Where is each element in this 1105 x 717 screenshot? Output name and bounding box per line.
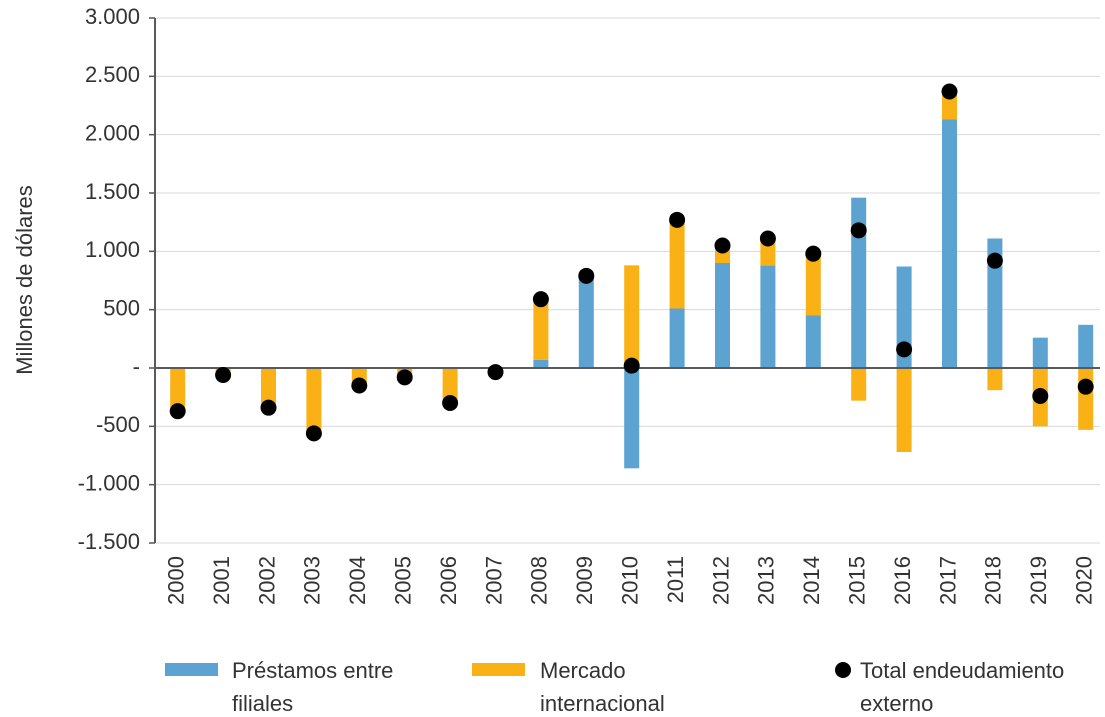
point xyxy=(623,357,640,374)
point xyxy=(1077,378,1094,395)
point xyxy=(532,291,549,308)
x-tick-label: 2003 xyxy=(300,556,325,605)
y-tick-label: - xyxy=(133,354,140,379)
point xyxy=(396,369,413,386)
x-tick-label: 2008 xyxy=(527,556,552,605)
y-tick-label: -500 xyxy=(96,412,140,437)
point xyxy=(578,267,595,284)
point xyxy=(941,83,958,100)
bar-segment xyxy=(760,265,776,368)
x-tick-label: 2006 xyxy=(436,556,461,605)
y-tick-label: -1.000 xyxy=(78,470,140,495)
legend-label: Total endeudamiento externo xyxy=(860,658,1065,716)
point xyxy=(260,399,277,416)
point xyxy=(442,395,459,411)
bar-segment xyxy=(805,315,821,368)
bar-segment xyxy=(987,238,1003,368)
point xyxy=(351,377,368,394)
bar-segment xyxy=(1032,337,1048,368)
x-tick-label: 2001 xyxy=(209,556,234,605)
bar-segment xyxy=(1078,368,1094,430)
x-tick-label: 2002 xyxy=(254,556,279,605)
legend-marker xyxy=(835,662,851,678)
bar-segment xyxy=(533,359,549,368)
y-tick-label: 2.000 xyxy=(85,120,140,145)
y-axis-title: Millones de dólares xyxy=(12,185,37,375)
bar-segment xyxy=(533,299,549,360)
bar-segment xyxy=(170,368,186,412)
point xyxy=(669,211,686,228)
bar-segment xyxy=(669,219,685,309)
point xyxy=(169,403,186,420)
y-tick-label: 1.000 xyxy=(85,237,140,262)
point xyxy=(986,252,1003,269)
bar-segment xyxy=(805,253,821,316)
bar-segment xyxy=(851,368,867,401)
x-tick-label: 2013 xyxy=(754,556,779,605)
x-tick-label: 2007 xyxy=(481,556,506,605)
y-tick-label: 1.500 xyxy=(85,179,140,204)
x-tick-label: 2019 xyxy=(1026,556,1051,605)
x-tick-label: 2005 xyxy=(391,556,416,605)
bar-segment xyxy=(306,368,322,434)
x-tick-label: 2020 xyxy=(1072,556,1097,605)
y-tick-label: 500 xyxy=(103,295,140,320)
bar-segment xyxy=(896,368,912,452)
bar-segment xyxy=(261,368,276,408)
legend-marker xyxy=(472,663,525,676)
legend-label: Mercado internacional xyxy=(540,658,665,716)
y-tick-label: -1.500 xyxy=(78,529,140,554)
y-tick-label: 3.000 xyxy=(85,4,140,29)
bar-segment xyxy=(1078,324,1094,368)
bar-segment xyxy=(987,368,1003,391)
point xyxy=(759,230,776,247)
bar-segment xyxy=(624,368,640,469)
point xyxy=(896,341,913,358)
bar-segment xyxy=(442,368,458,403)
bar-segment xyxy=(624,265,640,368)
point xyxy=(487,364,504,381)
x-tick-label: 2018 xyxy=(981,556,1006,605)
x-tick-label: 2012 xyxy=(708,556,733,605)
bar-segment xyxy=(851,197,867,368)
point xyxy=(714,237,731,254)
x-tick-label: 2015 xyxy=(845,556,870,605)
point xyxy=(850,222,867,239)
x-tick-label: 2004 xyxy=(345,556,370,605)
bar-segment xyxy=(669,308,685,368)
x-tick-label: 2009 xyxy=(572,556,597,605)
x-tick-label: 2000 xyxy=(164,556,189,605)
point xyxy=(215,367,232,383)
x-tick-label: 2011 xyxy=(663,556,688,603)
point xyxy=(305,425,322,442)
x-tick-label: 2014 xyxy=(799,556,824,605)
x-tick-label: 2016 xyxy=(890,556,915,605)
legend-label: Préstamos entre filiales xyxy=(232,658,394,716)
bar-segment xyxy=(578,275,594,368)
bar-segment xyxy=(715,263,730,368)
x-tick-label: 2017 xyxy=(935,556,960,605)
legend-marker xyxy=(165,663,218,676)
y-tick-label: 2.500 xyxy=(85,62,140,87)
x-tick-label: 2010 xyxy=(618,556,643,605)
point xyxy=(1032,388,1049,404)
bar-segment xyxy=(942,119,957,368)
point xyxy=(805,245,822,262)
